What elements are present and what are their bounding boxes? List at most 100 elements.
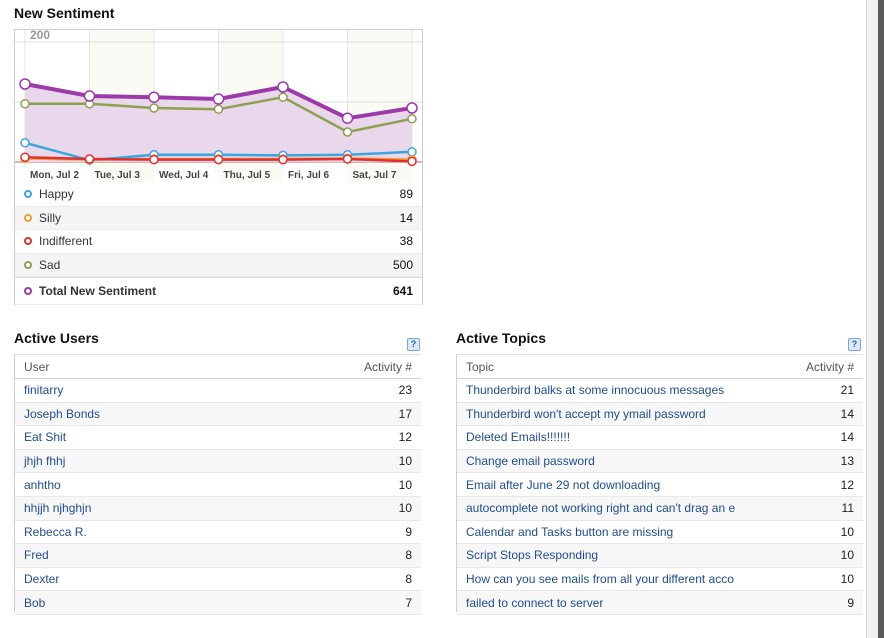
user-link[interactable]: Eat Shit	[24, 430, 67, 445]
window-right-edge	[866, 0, 884, 638]
topic-cell: failed to connect to server	[457, 590, 788, 615]
table-row: jhjh fhhj 10	[15, 449, 421, 474]
data-point	[278, 154, 288, 165]
legend-value: 500	[392, 257, 413, 272]
legend-dot-icon	[24, 237, 32, 246]
user-cell: Eat Shit	[15, 425, 254, 450]
topic-link[interactable]: Thunderbird won't accept my ymail passwo…	[466, 406, 706, 421]
topics-col-topic[interactable]: Topic	[457, 354, 788, 379]
activity-count: 14	[787, 402, 863, 427]
active-topics-title: Active Topics	[456, 330, 546, 346]
topic-link[interactable]: Calendar and Tasks button are missing	[466, 524, 674, 539]
user-link[interactable]: hhjjh njhghjn	[24, 501, 92, 516]
table-row: Thunderbird balks at some innocuous mess…	[457, 378, 863, 403]
data-point	[407, 114, 417, 124]
topic-link[interactable]: Script Stops Responding	[466, 548, 599, 563]
users-col-user[interactable]: User	[15, 354, 254, 379]
user-cell: Bob	[15, 590, 254, 615]
legend-dot-icon	[24, 190, 32, 199]
x-tick-label: Tue, Jul 3	[95, 170, 141, 181]
users-col-activity[interactable]: Activity #	[253, 354, 421, 379]
activity-count: 10	[253, 449, 421, 474]
user-link[interactable]: Dexter	[24, 572, 60, 587]
user-link[interactable]: anhtho	[24, 477, 61, 492]
legend-label: Sad	[39, 257, 61, 272]
users-help-icon[interactable]: ?	[407, 338, 420, 351]
topic-link[interactable]: Email after June 29 not downloading	[466, 477, 661, 492]
data-point	[83, 90, 96, 102]
users-table-left-border	[14, 354, 15, 612]
topic-link[interactable]: Thunderbird balks at some innocuous mess…	[466, 383, 725, 398]
activity-count: 14	[787, 425, 863, 450]
table-row: Fred 8	[15, 543, 421, 568]
topic-link[interactable]: failed to connect to server	[466, 595, 604, 610]
activity-count: 9	[253, 520, 421, 545]
x-tick-label: Wed, Jul 4	[159, 170, 209, 181]
user-link[interactable]: finitarry	[24, 383, 64, 398]
user-link[interactable]: jhjh fhhj	[24, 454, 66, 469]
user-link[interactable]: Joseph Bonds	[24, 406, 101, 421]
activity-count: 9	[787, 590, 863, 615]
legend-item[interactable]: Sad 500	[15, 253, 422, 277]
legend-dot-icon	[24, 287, 32, 295]
user-link[interactable]: Bob	[24, 595, 46, 610]
user-cell: jhjh fhhj	[15, 449, 254, 474]
data-point	[148, 91, 160, 103]
data-point	[213, 104, 224, 114]
topic-cell: autocomplete not working right and can't…	[457, 496, 788, 521]
x-tick-label: Mon, Jul 2	[30, 170, 79, 181]
legend-item[interactable]: Indifferent 38	[15, 230, 422, 254]
user-link[interactable]: Rebecca R.	[24, 524, 87, 539]
activity-count: 10	[787, 567, 863, 592]
activity-count: 10	[253, 472, 421, 497]
user-cell: finitarry	[15, 378, 254, 403]
activity-count: 23	[253, 378, 421, 403]
table-row: hhjjh njhghjn 10	[15, 496, 421, 521]
x-tick-label: Thu, Jul 5	[224, 170, 271, 181]
data-point	[342, 127, 353, 137]
activity-count: 17	[253, 402, 421, 427]
activity-count: 12	[253, 425, 421, 450]
topic-link[interactable]: Deleted Emails!!!!!!!	[466, 430, 571, 445]
user-cell: anhtho	[15, 472, 254, 497]
table-row: Script Stops Responding 10	[457, 543, 863, 568]
legend-total-value: 641	[392, 284, 413, 298]
topics-help-icon[interactable]: ?	[848, 338, 861, 351]
table-row: How can you see mails from all your diff…	[457, 567, 863, 592]
table-row: anhtho 10	[15, 472, 421, 497]
table-row: failed to connect to server 9	[457, 590, 863, 615]
legend-value: 38	[399, 234, 413, 249]
data-point	[342, 154, 353, 164]
topic-link[interactable]: autocomplete not working right and can't…	[466, 501, 736, 516]
data-point	[407, 156, 417, 167]
data-point	[213, 154, 224, 165]
table-row: Deleted Emails!!!!!!! 14	[457, 425, 863, 450]
activity-count: 21	[787, 378, 863, 403]
x-tick-label: Fri, Jul 6	[288, 170, 330, 181]
topic-link[interactable]: How can you see mails from all your diff…	[466, 572, 734, 587]
data-point	[149, 103, 159, 113]
user-link[interactable]: Fred	[24, 548, 49, 563]
topic-link[interactable]: Change email password	[466, 454, 595, 469]
data-point	[277, 81, 289, 93]
legend-item[interactable]: Silly 14	[15, 206, 422, 230]
legend-total[interactable]: Total New Sentiment 641	[15, 277, 422, 305]
table-row: autocomplete not working right and can't…	[457, 496, 863, 521]
topics-col-activity[interactable]: Activity #	[787, 354, 863, 379]
data-point	[341, 112, 354, 124]
legend-dot-icon	[24, 260, 32, 269]
table-row: Change email password 13	[457, 449, 863, 474]
sentiment-title: New Sentiment	[14, 5, 115, 21]
legend-item[interactable]: Happy 89	[15, 183, 422, 207]
topics-table-left-border	[456, 354, 457, 612]
data-point	[407, 147, 417, 157]
activity-count: 12	[787, 472, 863, 497]
data-point	[20, 138, 30, 148]
user-cell: Fred	[15, 543, 254, 568]
active-topics-table: Topic Activity # Thunderbird balks at so…	[457, 354, 863, 615]
user-cell: hhjjh njhghjn	[15, 496, 254, 521]
legend-label: Silly	[39, 210, 62, 225]
table-row: Rebecca R. 9	[15, 520, 421, 545]
user-cell: Dexter	[15, 567, 254, 592]
